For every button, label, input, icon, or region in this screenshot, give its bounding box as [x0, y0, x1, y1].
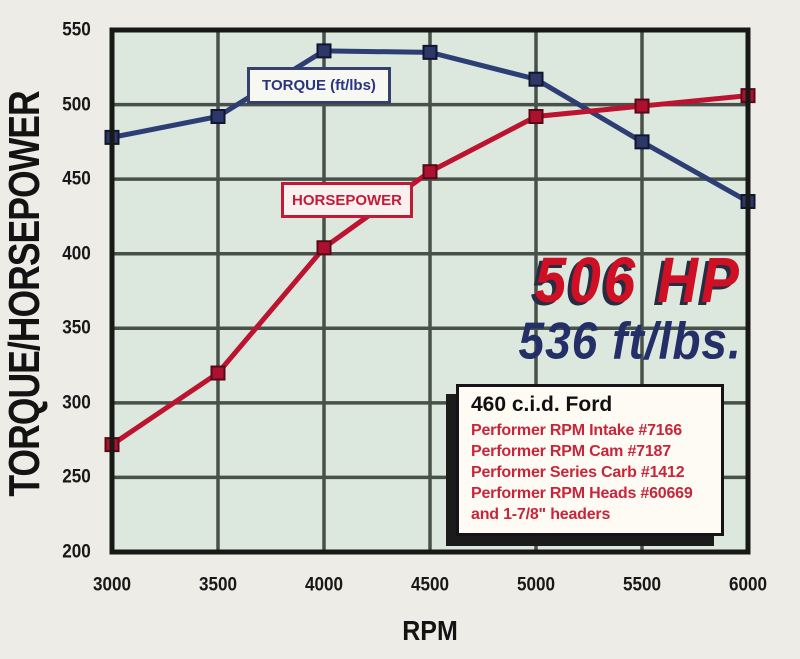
info-line-cam: Performer RPM Cam #7187 — [471, 443, 671, 460]
torque-data-point — [316, 43, 332, 59]
horsepower-legend-label: HORSEPOWER — [291, 191, 402, 209]
horsepower-series-legend: HORSEPOWER — [281, 182, 413, 218]
x-axis-title: RPM — [402, 615, 458, 647]
engine-build-info-box: 460 c.i.d. Ford Performer RPM Intake #71… — [456, 384, 724, 536]
x-tick-label: 3000 — [92, 573, 132, 595]
y-tick-label: 400 — [62, 241, 91, 264]
y-tick-label: 350 — [62, 316, 91, 339]
torque-data-point — [210, 109, 226, 125]
info-line-intake: Performer RPM Intake #7166 — [471, 422, 682, 439]
horsepower-data-point — [422, 164, 438, 180]
x-tick-label: 4500 — [410, 573, 450, 595]
x-tick-label: 5000 — [516, 573, 556, 595]
horsepower-data-point — [316, 240, 332, 256]
x-tick-label: 6000 — [728, 573, 768, 595]
horsepower-data-point — [528, 109, 544, 125]
horsepower-data-point — [634, 98, 650, 114]
x-tick-label: 5500 — [622, 573, 662, 595]
peak-horsepower-value: 506 HP — [534, 244, 742, 317]
peak-torque-value: 536 ft/lbs. — [518, 311, 742, 370]
info-line-heads: Performer RPM Heads #60669 — [471, 485, 693, 502]
x-tick-label: 3500 — [198, 573, 238, 595]
info-line-headers: and 1-7/8" headers — [471, 506, 611, 523]
info-line-carb: Performer Series Carb #1412 — [471, 464, 685, 481]
torque-legend-label: TORQUE (ft/lbs) — [262, 77, 376, 94]
torque-data-point — [528, 71, 544, 87]
torque-data-point — [422, 44, 438, 60]
plot-border — [109, 27, 751, 555]
engine-title: 460 c.i.d. Ford — [471, 393, 613, 416]
y-tick-label: 500 — [62, 92, 91, 115]
y-tick-label: 450 — [62, 167, 91, 189]
y-tick-label: 250 — [62, 465, 91, 488]
horsepower-data-point — [210, 365, 226, 381]
torque-data-point — [634, 134, 650, 150]
y-tick-label: 550 — [62, 18, 91, 40]
y-tick-label: 200 — [62, 540, 91, 562]
x-tick-label: 4000 — [304, 573, 344, 595]
torque-series-legend: TORQUE (ft/lbs) — [247, 67, 391, 104]
peak-results-callout: 506 HP 536 ft/lbs. — [514, 244, 742, 370]
y-tick-label: 300 — [62, 391, 91, 413]
